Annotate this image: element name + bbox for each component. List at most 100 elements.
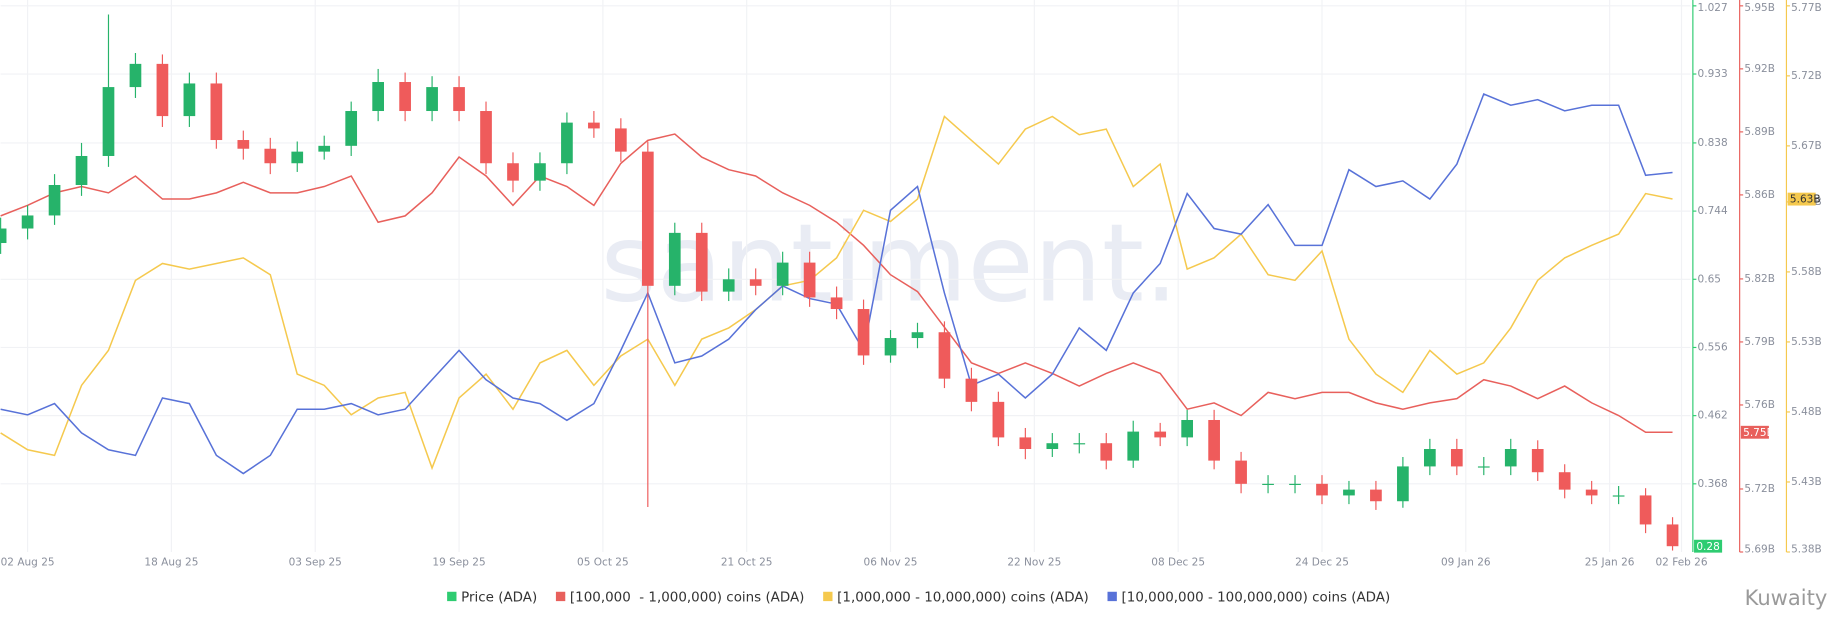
legend: Price (ADA) [100,000 - 1,000,000) coins (… bbox=[447, 591, 1390, 606]
candle-body bbox=[345, 111, 358, 146]
candle-body bbox=[399, 82, 411, 112]
candle-body bbox=[1450, 449, 1463, 467]
y-tick-label: 0.744 bbox=[1698, 205, 1728, 217]
candle-body bbox=[1073, 443, 1086, 445]
x-tick-label: 22 Nov 25 bbox=[1007, 557, 1061, 569]
last-value-label: 0.28 bbox=[1696, 541, 1719, 553]
legend-swatch bbox=[447, 591, 457, 602]
y-tick-label: 5.79B bbox=[1744, 336, 1775, 348]
candle-body bbox=[776, 262, 789, 286]
y-tick-label: 5.76B bbox=[1744, 399, 1775, 411]
y-tick-label: 5.48B bbox=[1791, 406, 1822, 418]
y-tick-label: 5.82B bbox=[1744, 273, 1775, 285]
last-value-label: 5.75B bbox=[1743, 427, 1774, 439]
candle-body bbox=[615, 128, 627, 152]
candle-body bbox=[156, 63, 169, 117]
candle-body bbox=[911, 332, 924, 339]
candle-body bbox=[1235, 460, 1247, 484]
candle-body bbox=[1127, 431, 1140, 461]
candle-body bbox=[1370, 489, 1382, 502]
candle-body bbox=[1612, 495, 1625, 497]
candle-body bbox=[1424, 449, 1436, 467]
candle-body bbox=[237, 140, 250, 149]
candle-body bbox=[722, 279, 735, 292]
legend-swatch bbox=[555, 591, 566, 602]
legend-label: [10,000,000 - 100,000,000) coins (ADA) bbox=[1122, 591, 1391, 606]
candle-body bbox=[183, 83, 196, 117]
legend-swatch bbox=[823, 591, 833, 602]
candle-body bbox=[1289, 483, 1301, 485]
last-value-badge bbox=[1740, 425, 1769, 439]
y-tick-label: 5.38B bbox=[1791, 544, 1822, 556]
credit: Kuwaity bbox=[1745, 585, 1828, 610]
candle-body bbox=[1208, 419, 1220, 461]
candle-body bbox=[0, 228, 7, 244]
candle-body bbox=[749, 279, 762, 286]
y-tick-label: 0.933 bbox=[1698, 68, 1728, 80]
y-tick-label: 5.92B bbox=[1744, 63, 1775, 75]
y-tick-label: 5.86B bbox=[1744, 189, 1775, 201]
last-value-badge bbox=[1787, 192, 1816, 206]
candle-body bbox=[21, 215, 34, 229]
candle-body bbox=[210, 83, 223, 141]
candle-body bbox=[884, 338, 897, 356]
y-tick-label: 5.43B bbox=[1791, 476, 1822, 488]
candle-body bbox=[561, 122, 573, 164]
candle-body bbox=[1046, 443, 1059, 450]
y-tick-label: 5.89B bbox=[1744, 126, 1775, 138]
x-tick-label: 19 Sep 25 bbox=[432, 557, 485, 569]
series-line bbox=[0, 115, 1673, 471]
legend-label: Price (ADA) bbox=[461, 591, 537, 606]
candle-body bbox=[318, 145, 331, 152]
candle-body bbox=[1639, 495, 1652, 525]
candle-body bbox=[1181, 419, 1194, 438]
candle-body bbox=[1154, 431, 1167, 438]
candle-body bbox=[1019, 437, 1032, 450]
y-tick-label: 5.53B bbox=[1791, 336, 1822, 348]
x-tick-label: 25 Jan 26 bbox=[1585, 557, 1635, 569]
candle-body bbox=[291, 151, 304, 164]
candle-body bbox=[129, 63, 142, 88]
candle-body bbox=[1504, 449, 1517, 467]
y-tick-label: 1.027 bbox=[1698, 2, 1728, 14]
candle-body bbox=[1262, 483, 1274, 485]
candle-body bbox=[1666, 524, 1679, 547]
candle-body bbox=[1397, 466, 1409, 502]
y-tick-label: 0.65 bbox=[1698, 273, 1721, 285]
x-tick-label: 06 Nov 25 bbox=[864, 557, 918, 569]
candle-body bbox=[480, 111, 492, 164]
candle-body bbox=[48, 184, 61, 216]
y-tick-label: 5.72B bbox=[1791, 70, 1822, 82]
y-tick-label: 5.67B bbox=[1791, 140, 1822, 152]
candle-body bbox=[965, 378, 978, 402]
candle-body bbox=[695, 232, 708, 292]
candle-body bbox=[857, 309, 870, 356]
x-tick-label: 18 Aug 25 bbox=[144, 557, 198, 569]
candle-body bbox=[453, 87, 465, 112]
y-tick-label: 5.72B bbox=[1744, 483, 1775, 495]
y-tick-label: 5.95B bbox=[1744, 2, 1775, 14]
candle-body bbox=[75, 155, 88, 185]
y-tick-label: 5.77B bbox=[1791, 2, 1822, 14]
x-tick-label: 02 Feb 26 bbox=[1656, 557, 1708, 569]
candle-body bbox=[1585, 489, 1598, 496]
candle-body bbox=[1100, 443, 1113, 461]
candle-body bbox=[992, 401, 1005, 438]
x-tick-label: 24 Dec 25 bbox=[1295, 557, 1349, 569]
y-tick-label: 0.462 bbox=[1698, 410, 1728, 422]
candle-body bbox=[1531, 449, 1544, 473]
legend-label: [100,000 - 1,000,000) coins (ADA) bbox=[570, 591, 805, 606]
x-tick-label: 03 Sep 25 bbox=[289, 557, 342, 569]
y-tick-label: 5.58B bbox=[1791, 266, 1822, 278]
y-tick-label: 0.368 bbox=[1698, 478, 1728, 490]
series-line bbox=[0, 133, 1673, 434]
candle-body bbox=[102, 87, 115, 156]
candle-body bbox=[1558, 472, 1571, 490]
y-tick-label: 0.556 bbox=[1698, 341, 1728, 353]
candle-body bbox=[264, 148, 277, 164]
x-tick-label: 02 Aug 25 bbox=[1, 557, 55, 569]
candle-body bbox=[534, 163, 546, 181]
candle-body bbox=[1477, 466, 1490, 468]
